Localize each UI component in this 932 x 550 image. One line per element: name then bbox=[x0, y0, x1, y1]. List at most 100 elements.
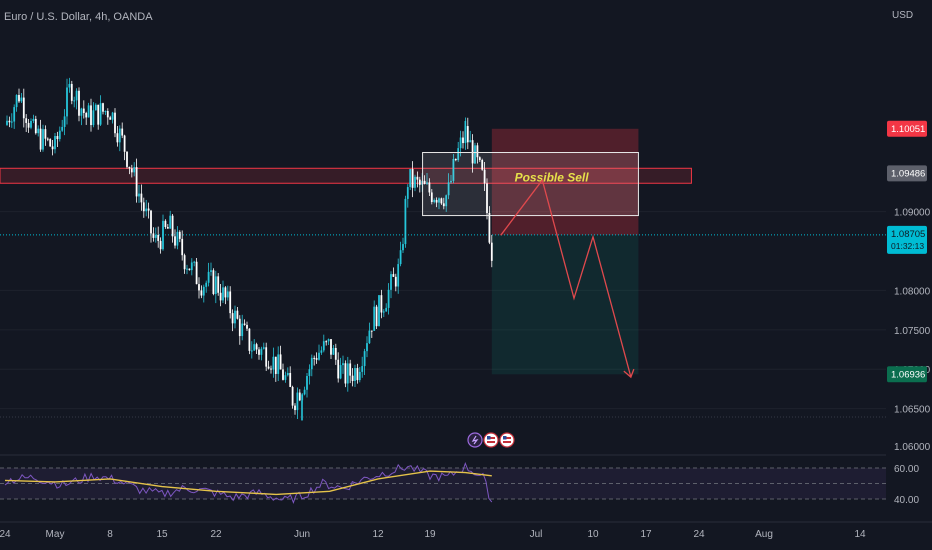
candle-body bbox=[260, 348, 263, 355]
candle-body bbox=[301, 394, 304, 401]
candle-body bbox=[402, 244, 404, 251]
candle-body bbox=[231, 313, 234, 324]
candle-body bbox=[13, 107, 16, 122]
candle-body bbox=[440, 198, 443, 204]
candle-body bbox=[310, 357, 313, 370]
x-tick-label: Aug bbox=[755, 529, 773, 540]
price-tick-label: 1.07500 bbox=[894, 326, 931, 337]
candle-body bbox=[92, 110, 95, 126]
candle-body bbox=[404, 198, 407, 245]
candle-body bbox=[433, 199, 436, 203]
candle-body bbox=[308, 369, 311, 377]
candle-body bbox=[42, 129, 44, 150]
resistance-zone[interactable] bbox=[0, 167, 692, 184]
stop-loss-zone[interactable] bbox=[491, 128, 639, 235]
candle-body bbox=[320, 350, 323, 353]
rsi-ma-line bbox=[4, 470, 492, 496]
candle-body bbox=[286, 372, 289, 376]
candle-body bbox=[186, 268, 188, 270]
candle-body bbox=[140, 193, 143, 203]
lightning-icon[interactable] bbox=[467, 432, 483, 448]
rsi-line bbox=[4, 461, 493, 505]
candle-body bbox=[430, 192, 433, 203]
x-tick-label: 24 bbox=[693, 529, 705, 540]
us-flag-icon[interactable] bbox=[499, 432, 515, 448]
x-tick-label: 17 bbox=[640, 529, 652, 540]
candle-body bbox=[178, 231, 181, 239]
candle-body bbox=[344, 363, 347, 384]
candle-body bbox=[486, 183, 488, 214]
candle-body bbox=[457, 148, 460, 161]
chart-title: Euro / U.S. Dollar, 4h, OANDA bbox=[4, 11, 153, 23]
candle-body bbox=[346, 363, 349, 384]
candle-body bbox=[418, 179, 421, 185]
candle-body bbox=[154, 234, 157, 238]
candle-body bbox=[358, 371, 361, 381]
candle-body bbox=[488, 213, 491, 243]
take-profit-zone[interactable] bbox=[491, 234, 639, 375]
candle-body bbox=[214, 276, 217, 294]
candle-body bbox=[157, 234, 160, 241]
candle-body bbox=[200, 290, 203, 296]
candle-body bbox=[394, 276, 397, 287]
candle-body bbox=[267, 366, 270, 369]
candle-body bbox=[411, 169, 414, 188]
consolidation-box[interactable] bbox=[422, 152, 639, 217]
candle-body bbox=[188, 268, 191, 271]
candle-body bbox=[303, 389, 306, 395]
candle-body bbox=[279, 354, 282, 370]
overlay: Euro / U.S. Dollar, 4h, OANDA USD bbox=[4, 10, 913, 448]
candle-body bbox=[387, 289, 390, 308]
candle-body bbox=[27, 122, 30, 128]
candle-body bbox=[30, 120, 32, 128]
candle-body bbox=[397, 264, 400, 287]
price-tag bbox=[887, 120, 927, 137]
countdown-label: 01:32:13 bbox=[891, 241, 924, 251]
candle-body bbox=[56, 136, 59, 140]
candle-body bbox=[296, 392, 299, 411]
candle-body bbox=[58, 130, 61, 140]
candle-body bbox=[476, 145, 479, 158]
projection-path[interactable] bbox=[500, 178, 632, 378]
us-flag-icon[interactable] bbox=[483, 432, 499, 448]
candle-body bbox=[73, 100, 76, 102]
candle-body bbox=[250, 350, 253, 352]
candle-body bbox=[114, 112, 116, 134]
candle-body bbox=[438, 198, 440, 203]
price-pane[interactable]: Possible Sell bbox=[0, 77, 886, 421]
price-tag bbox=[887, 165, 927, 182]
candle-body bbox=[253, 344, 256, 351]
candle-body bbox=[130, 168, 133, 173]
candle-body bbox=[111, 112, 114, 120]
candle-body bbox=[339, 365, 342, 379]
candle-body bbox=[466, 126, 469, 143]
candle-body bbox=[262, 347, 265, 349]
candle-body bbox=[138, 193, 140, 197]
candle-body bbox=[265, 347, 268, 367]
rsi-pane[interactable] bbox=[0, 454, 886, 505]
candle-body bbox=[258, 349, 260, 355]
candle-body bbox=[450, 180, 452, 183]
candle-body bbox=[375, 306, 378, 327]
candle-body bbox=[337, 359, 340, 379]
candle-body bbox=[212, 270, 215, 294]
price-tick-label: 1.09000 bbox=[894, 208, 931, 219]
candle-body bbox=[174, 236, 176, 246]
candle-body bbox=[152, 233, 155, 238]
x-tick-label: 22 bbox=[210, 529, 222, 540]
price-tag-label: 1.09486 bbox=[891, 168, 925, 179]
candle-body bbox=[399, 250, 402, 265]
candle-body bbox=[15, 94, 18, 108]
candle-body bbox=[390, 274, 392, 290]
possible-sell-annotation[interactable]: Possible Sell bbox=[515, 170, 590, 184]
x-tick-label: 15 bbox=[156, 529, 168, 540]
candle-body bbox=[82, 108, 85, 113]
candle-body bbox=[474, 145, 476, 164]
candle-body bbox=[99, 103, 102, 125]
axes: 1.065001.070001.075001.080001.090001.060… bbox=[0, 120, 932, 540]
candle-body bbox=[171, 215, 174, 237]
candle-body bbox=[282, 369, 284, 380]
price-tag-label: 1.10051 bbox=[891, 124, 925, 135]
